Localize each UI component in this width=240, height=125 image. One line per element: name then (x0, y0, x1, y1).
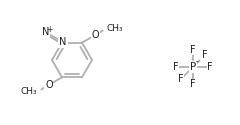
Text: F: F (190, 79, 196, 89)
Text: F: F (207, 62, 213, 72)
Text: P: P (190, 62, 196, 72)
Text: -: - (196, 58, 198, 66)
Text: N: N (59, 37, 67, 47)
Text: F: F (173, 62, 179, 72)
Text: F: F (202, 50, 208, 60)
Text: O: O (91, 30, 99, 40)
Text: +: + (46, 25, 52, 34)
Text: F: F (178, 74, 184, 84)
Text: CH₃: CH₃ (21, 87, 37, 96)
Text: N: N (42, 27, 49, 37)
Text: O: O (45, 80, 53, 90)
Text: F: F (190, 45, 196, 55)
Text: CH₃: CH₃ (107, 24, 123, 33)
